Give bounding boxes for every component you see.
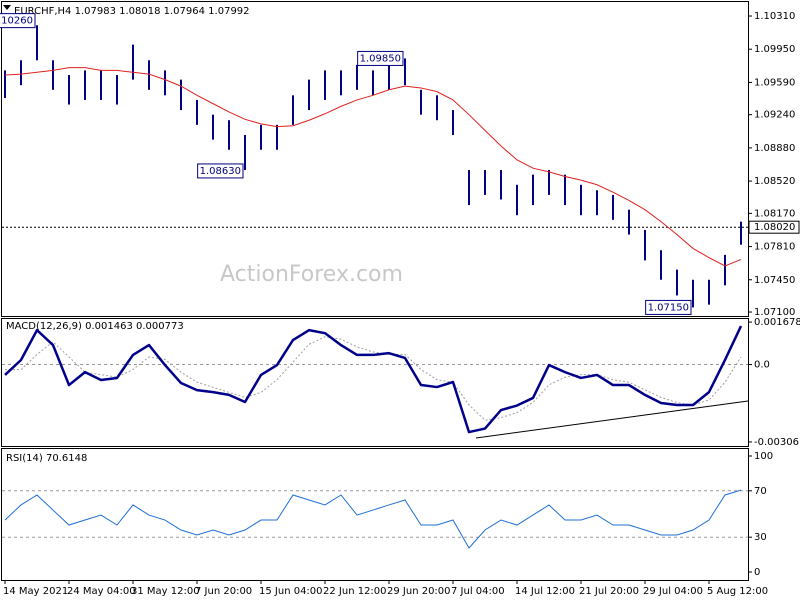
y-tick-label: 1.09950	[754, 44, 795, 55]
x-tick-label: 21 Jul 20:00	[579, 586, 639, 597]
y-tick-label: 0.0	[754, 360, 770, 371]
y-tick-label: 0	[754, 567, 760, 578]
y-tick-label: 1.09590	[754, 77, 795, 88]
macd-panel-frame	[1, 318, 749, 447]
y-tick-label: 100	[754, 451, 773, 462]
x-tick-label: 7 Jun 20:00	[195, 586, 252, 597]
y-tick-label: 1.07450	[754, 275, 795, 286]
price-annotation-box	[197, 163, 244, 179]
price-annotation-label: 1.07150	[648, 302, 689, 313]
macd-signal	[5, 336, 742, 421]
watermark: ActionForex.com	[220, 262, 403, 287]
y-tick-label: 1.08170	[754, 208, 795, 219]
x-tick-label: 15 Jun 04:00	[259, 586, 323, 597]
y-tick-label: -0.00306	[754, 437, 799, 448]
price-annotation-label: 1.10260	[0, 16, 33, 27]
y-tick-label: 1.08520	[754, 176, 795, 187]
price-annotation-label: 1.08630	[200, 166, 241, 177]
y-tick-label: 1.08880	[754, 143, 795, 154]
price-annotation-label: 1.09850	[360, 53, 401, 64]
y-tick-label: 1.07100	[754, 307, 795, 318]
x-tick-label: 22 Jun 12:00	[323, 586, 387, 597]
y-tick-label: 70	[754, 486, 767, 497]
price-annotation-box	[357, 50, 404, 66]
menu-icon	[3, 5, 11, 10]
moving-average	[4, 67, 742, 267]
x-tick-label: 29 Jul 04:00	[643, 586, 703, 597]
trend-line	[475, 400, 749, 439]
x-tick-label: 14 Jul 12:00	[515, 586, 575, 597]
rsi-panel-title: RSI(14) 70.6148	[6, 453, 87, 464]
rsi-line	[4, 489, 742, 549]
macd-panel-title: MACD(12,26,9) 0.001463 0.000773	[6, 321, 184, 332]
x-tick-label: 24 May 04:00	[67, 586, 136, 597]
price-annotation-box	[0, 13, 36, 29]
price-panel-title: EURCHF,H4 1.07983 1.08018 1.07964 1.0799…	[14, 6, 250, 17]
last-price-box	[748, 220, 800, 234]
x-tick-label: 14 May 2021	[3, 586, 68, 597]
x-tick-label: 31 May 12:00	[131, 586, 200, 597]
last-price-label: 1.08020	[754, 222, 795, 233]
price-panel-frame	[1, 1, 749, 317]
y-tick-label: 0.001678	[754, 317, 800, 328]
y-tick-label: 1.10310	[754, 11, 795, 22]
y-tick-label: 30	[754, 532, 767, 543]
price-annotation-box	[645, 299, 692, 315]
macd-main	[4, 325, 743, 434]
x-tick-label: 29 Jun 20:00	[387, 586, 451, 597]
y-tick-label: 1.09240	[754, 110, 795, 121]
rsi-panel-frame	[1, 448, 749, 581]
y-tick-label: 1.07810	[754, 242, 795, 253]
x-tick-label: 5 Aug 12:00	[707, 586, 768, 597]
x-tick-label: 7 Jul 04:00	[451, 586, 505, 597]
